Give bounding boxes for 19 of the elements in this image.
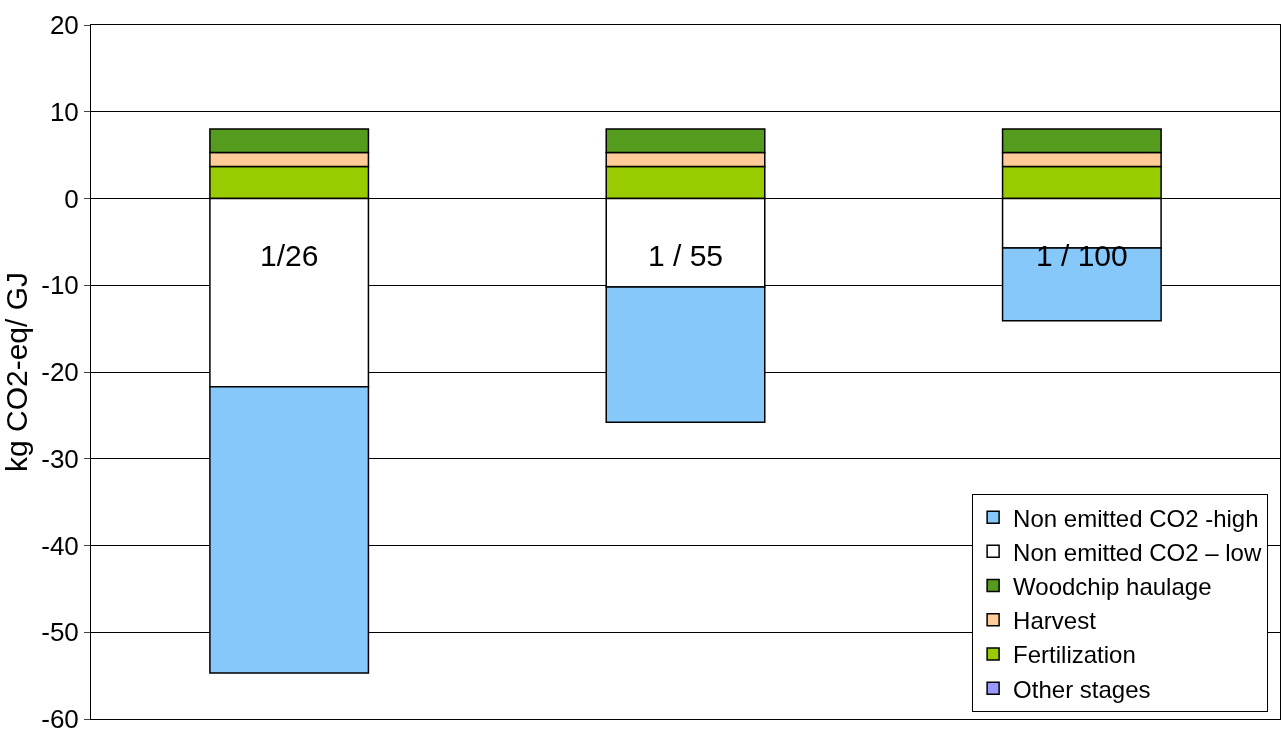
annotation: 1 / 100 (1036, 239, 1128, 272)
y-tick-label: 20 (49, 10, 79, 41)
y-tick-label: -50 (41, 617, 79, 648)
legend-label: Other stages (1013, 675, 1151, 703)
y-tick-label: -10 (41, 270, 79, 301)
legend-label: Harvest (1013, 607, 1097, 635)
annotation: 1/26 (260, 239, 319, 272)
y-tick-label: -20 (41, 357, 79, 388)
y-tick-label: 0 (64, 183, 79, 214)
legend-label: Fertilization (1013, 641, 1136, 669)
y-tick-label: 10 (49, 96, 79, 127)
y-tick-label: -40 (41, 530, 79, 561)
annotation: 1 / 55 (648, 239, 724, 272)
legend-label: Non emitted CO2 -high (1013, 504, 1259, 532)
legend-label: Woodchip haulage (1013, 572, 1212, 600)
y-axis-title: kg CO2-eq/ GJ (0, 271, 33, 473)
legend-label: Non emitted CO2 – low (1013, 538, 1262, 566)
y-tick-label: -30 (41, 443, 79, 474)
y-tick-label: -60 (41, 704, 79, 735)
